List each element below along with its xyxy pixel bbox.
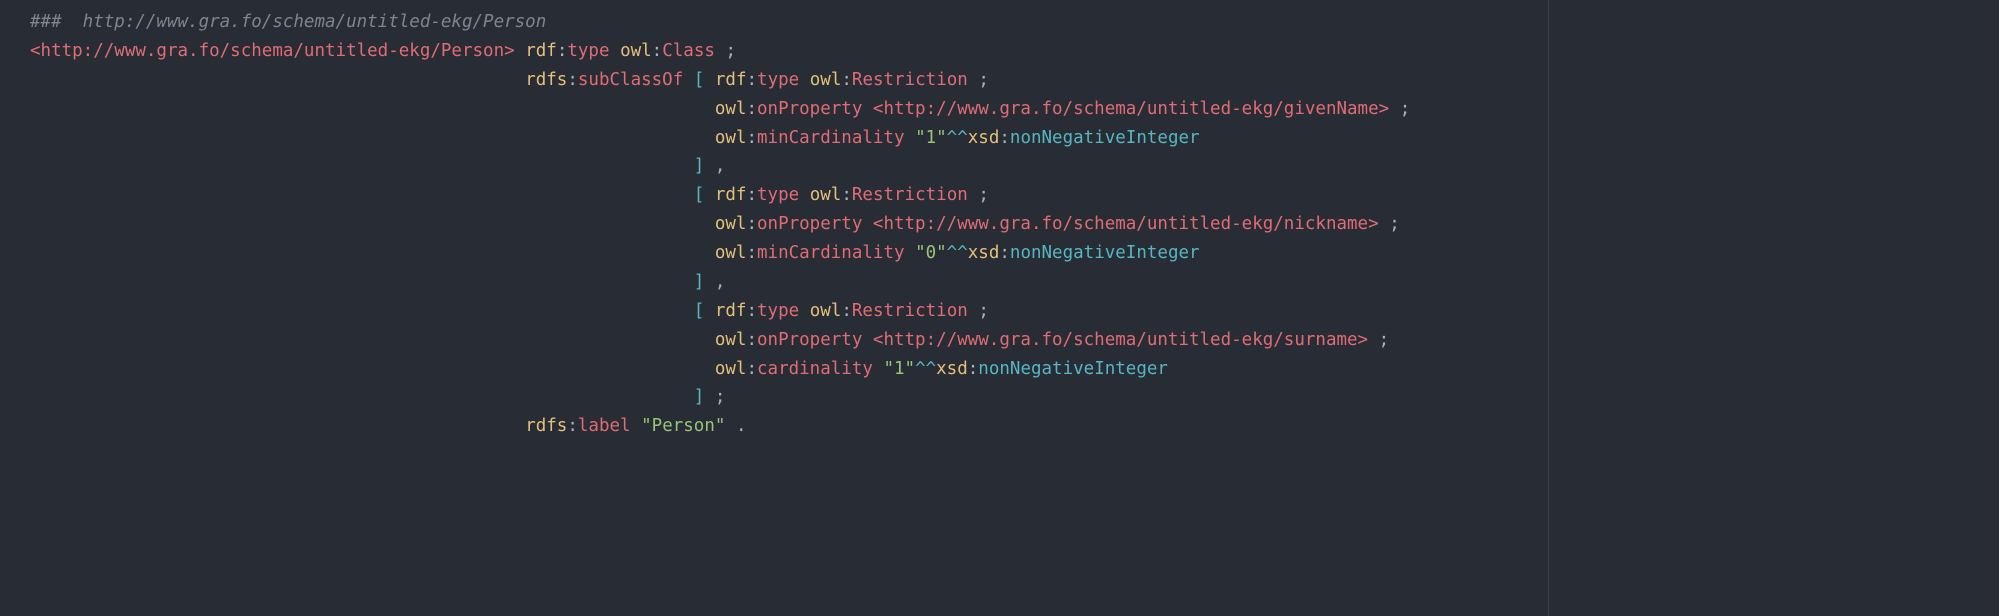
column-ruler bbox=[1548, 0, 1549, 616]
code-editor-content: ### http://www.gra.fo/schema/untitled-ek… bbox=[0, 0, 1999, 449]
